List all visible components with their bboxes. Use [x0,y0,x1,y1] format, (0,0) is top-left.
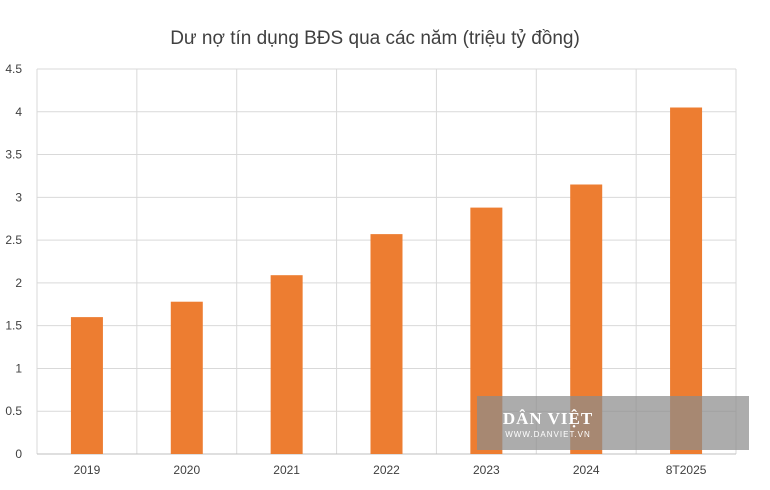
y-tick-label: 0.5 [5,404,22,418]
x-axis-ticks: 2019 2020 2021 2022 2023 2024 8T2025 [74,463,707,477]
y-tick-label: 4 [15,105,22,119]
y-tick-label: 2 [15,276,22,290]
watermark-url: WWW.DANVIET.VN [505,430,591,439]
x-tick-label: 2019 [74,463,101,477]
x-tick-label: 2021 [273,463,300,477]
y-tick-label: 2.5 [5,233,22,247]
y-tick-label: 3 [15,190,22,204]
watermark-background [477,396,749,450]
x-tick-label: 2023 [473,463,500,477]
x-tick-label: 2020 [173,463,200,477]
x-tick-label: 2022 [373,463,400,477]
y-tick-label: 1.5 [5,319,22,333]
x-tick-label: 2024 [573,463,600,477]
x-tick-label: 8T2025 [666,463,707,477]
y-tick-label: 3.5 [5,148,22,162]
bar-2022 [370,234,403,454]
bar-2019 [70,317,103,454]
chart-title: Dư nợ tín dụng BĐS qua các năm (triệu tỷ… [170,28,580,49]
watermark: DÂN VIỆT WWW.DANVIET.VN [477,396,749,450]
y-tick-label: 4.5 [5,62,22,76]
y-tick-label: 0 [15,447,22,461]
watermark-brand: DÂN VIỆT [503,409,593,428]
y-axis-ticks: 0 0.5 1 1.5 2 2.5 3 3.5 4 4.5 [5,62,22,461]
bar-2021 [270,275,303,454]
y-tick-label: 1 [15,361,22,375]
bar-2020 [170,301,203,454]
